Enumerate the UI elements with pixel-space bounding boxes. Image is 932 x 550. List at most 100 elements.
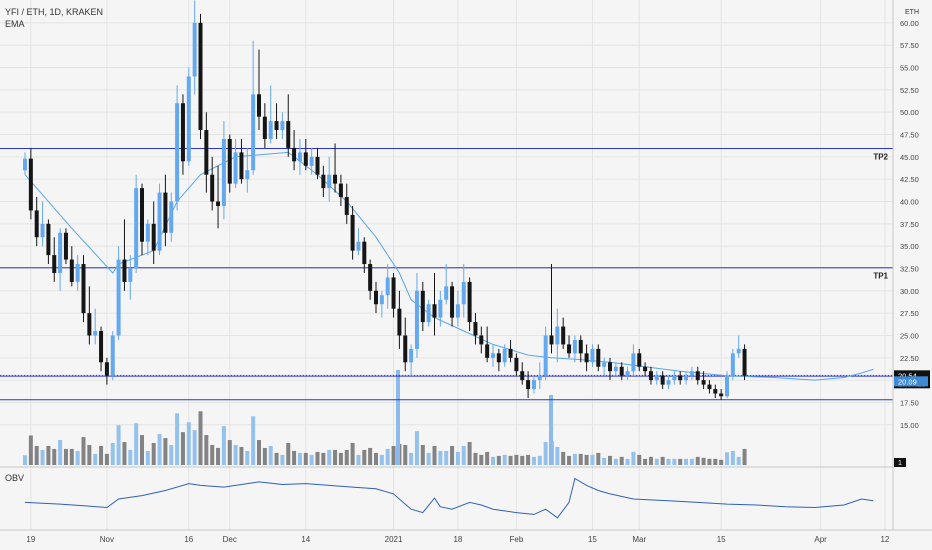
- candle-body[interactable]: [701, 380, 706, 385]
- candle-body[interactable]: [590, 348, 595, 363]
- candle-body[interactable]: [672, 375, 677, 381]
- candle-body[interactable]: [280, 121, 285, 131]
- candle-body[interactable]: [140, 188, 144, 242]
- candle-body[interactable]: [479, 335, 484, 345]
- candle-body[interactable]: [362, 241, 367, 265]
- candle-body[interactable]: [374, 290, 378, 305]
- candle-body[interactable]: [660, 375, 665, 385]
- candle-body[interactable]: [344, 197, 349, 215]
- candle-body[interactable]: [584, 353, 589, 363]
- candle-body[interactable]: [297, 152, 302, 162]
- candle-body[interactable]: [257, 94, 261, 117]
- candle-body[interactable]: [432, 304, 437, 318]
- candle-body[interactable]: [350, 214, 355, 251]
- candle-body[interactable]: [175, 103, 180, 202]
- candle-body[interactable]: [537, 375, 542, 381]
- candle-body[interactable]: [338, 183, 343, 198]
- candle-body[interactable]: [491, 353, 495, 358]
- candle-body[interactable]: [216, 201, 221, 206]
- candle-body[interactable]: [742, 348, 747, 376]
- candle-body[interactable]: [561, 326, 566, 345]
- candle-body[interactable]: [526, 380, 531, 390]
- candle-body[interactable]: [122, 259, 127, 282]
- candle-body[interactable]: [221, 138, 226, 206]
- candle-body[interactable]: [274, 121, 279, 131]
- candle-body[interactable]: [368, 264, 373, 291]
- candle-body[interactable]: [572, 339, 577, 354]
- candle-body[interactable]: [444, 286, 449, 300]
- candle-body[interactable]: [180, 103, 185, 162]
- candle-body[interactable]: [725, 375, 729, 397]
- candle-body[interactable]: [531, 380, 536, 390]
- candle-body[interactable]: [502, 348, 507, 363]
- candle-body[interactable]: [81, 264, 86, 314]
- candle-body[interactable]: [707, 384, 712, 390]
- candle-body[interactable]: [169, 201, 174, 233]
- candle-body[interactable]: [719, 393, 724, 397]
- candle-body[interactable]: [99, 331, 104, 363]
- candle-body[interactable]: [327, 174, 332, 189]
- candle-body[interactable]: [409, 348, 414, 363]
- candle-body[interactable]: [695, 371, 700, 381]
- candle-body[interactable]: [239, 152, 244, 180]
- candle-body[interactable]: [654, 375, 659, 381]
- candle-body[interactable]: [438, 299, 443, 318]
- candle-body[interactable]: [619, 366, 624, 376]
- candle-body[interactable]: [643, 366, 648, 372]
- candle-body[interactable]: [555, 326, 560, 345]
- candle-body[interactable]: [116, 259, 121, 336]
- candle-body[interactable]: [292, 147, 297, 162]
- candle-body[interactable]: [333, 174, 338, 184]
- candle-body[interactable]: [23, 158, 27, 171]
- candle-body[interactable]: [608, 362, 612, 372]
- candle-body[interactable]: [262, 116, 267, 139]
- candle-body[interactable]: [602, 362, 607, 367]
- candle-body[interactable]: [379, 295, 384, 305]
- candle-body[interactable]: [145, 223, 150, 242]
- candle-body[interactable]: [186, 76, 191, 162]
- candle-body[interactable]: [34, 210, 39, 238]
- candle-body[interactable]: [648, 371, 653, 381]
- candle-body[interactable]: [455, 304, 460, 318]
- candle-body[interactable]: [69, 259, 74, 282]
- candle-body[interactable]: [286, 121, 291, 148]
- candle-body[interactable]: [684, 375, 689, 381]
- candle-body[interactable]: [93, 331, 98, 336]
- candle-body[interactable]: [689, 371, 694, 376]
- candle-body[interactable]: [40, 223, 45, 238]
- candle-body[interactable]: [251, 94, 256, 171]
- candle-body[interactable]: [204, 130, 209, 175]
- candle-body[interactable]: [713, 389, 718, 394]
- candle-body[interactable]: [104, 362, 109, 376]
- candle-body[interactable]: [631, 353, 636, 372]
- candle-body[interactable]: [420, 290, 425, 323]
- candle-body[interactable]: [58, 232, 63, 273]
- candle-layer[interactable]: [23, 0, 747, 400]
- candle-body[interactable]: [157, 192, 162, 251]
- candle-body[interactable]: [403, 335, 408, 363]
- candle-body[interactable]: [198, 22, 203, 131]
- candle-body[interactable]: [303, 152, 308, 166]
- candle-body[interactable]: [356, 241, 361, 251]
- candle-body[interactable]: [227, 138, 232, 184]
- candle-body[interactable]: [485, 344, 490, 358]
- candle-body[interactable]: [192, 22, 197, 77]
- candle-body[interactable]: [637, 353, 642, 367]
- candle-body[interactable]: [233, 152, 238, 184]
- candle-body[interactable]: [268, 121, 273, 139]
- candle-body[interactable]: [496, 353, 501, 363]
- candle-body[interactable]: [625, 371, 630, 376]
- candle-body[interactable]: [163, 192, 168, 233]
- candle-body[interactable]: [613, 366, 618, 372]
- candle-body[interactable]: [508, 348, 513, 358]
- candle-body[interactable]: [730, 353, 735, 376]
- candle-body[interactable]: [134, 188, 139, 269]
- candle-body[interactable]: [128, 268, 133, 282]
- candle-body[interactable]: [110, 335, 115, 376]
- candle-body[interactable]: [309, 156, 314, 166]
- candle-body[interactable]: [391, 277, 396, 309]
- candle-body[interactable]: [426, 304, 431, 323]
- candle-body[interactable]: [461, 281, 466, 305]
- candle-body[interactable]: [549, 335, 554, 345]
